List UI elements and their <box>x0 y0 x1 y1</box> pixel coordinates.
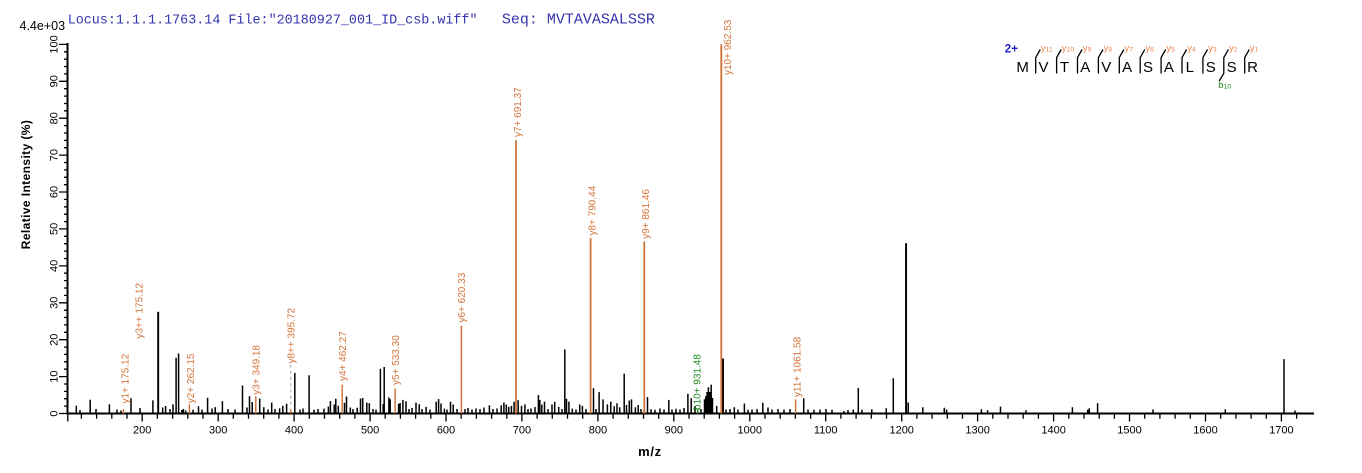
svg-text:y4+ 462.27: y4+ 462.27 <box>338 331 349 381</box>
svg-text:b10+ 931.48: b10+ 931.48 <box>692 354 703 410</box>
svg-text:y3+ 349.18: y3+ 349.18 <box>252 344 263 394</box>
svg-text:L: L <box>1186 59 1194 76</box>
svg-text:m/z: m/z <box>638 444 662 459</box>
svg-text:20: 20 <box>48 334 60 346</box>
svg-text:300: 300 <box>209 425 227 437</box>
svg-text:y7: y7 <box>1125 43 1134 54</box>
svg-text:y8: y8 <box>1104 43 1113 54</box>
svg-text:y1: y1 <box>1250 43 1259 54</box>
svg-text:1300: 1300 <box>965 425 989 437</box>
svg-text:50: 50 <box>48 223 60 235</box>
svg-text:y5: y5 <box>1166 43 1175 54</box>
svg-text:1200: 1200 <box>889 425 913 437</box>
svg-text:800: 800 <box>589 425 607 437</box>
svg-text:4.4e+03: 4.4e+03 <box>20 19 66 33</box>
svg-text:y11+ 1061.58: y11+ 1061.58 <box>793 336 804 397</box>
svg-text:1700: 1700 <box>1269 425 1293 437</box>
svg-text:S: S <box>1227 59 1237 76</box>
svg-text:y6: y6 <box>1145 43 1154 54</box>
svg-text:30: 30 <box>48 297 60 309</box>
svg-text:70: 70 <box>48 149 60 161</box>
svg-text:S: S <box>1143 59 1153 76</box>
svg-text:y10: y10 <box>1062 43 1075 54</box>
svg-text:1600: 1600 <box>1193 425 1217 437</box>
svg-text:Seq: MVTAVASALSSR: Seq: MVTAVASALSSR <box>502 12 655 29</box>
svg-text:Locus:1.1.1.1763.14 File:"2018: Locus:1.1.1.1763.14 File:"20180927_001_I… <box>68 14 478 29</box>
svg-text:A: A <box>1122 59 1132 76</box>
svg-text:V: V <box>1038 59 1048 76</box>
svg-text:10: 10 <box>48 370 60 382</box>
svg-text:S: S <box>1206 59 1216 76</box>
svg-text:A: A <box>1080 59 1090 76</box>
svg-text:y9: y9 <box>1083 43 1092 54</box>
svg-text:60: 60 <box>48 186 60 198</box>
svg-text:40: 40 <box>48 260 60 272</box>
svg-text:1000: 1000 <box>738 425 762 437</box>
svg-text:600: 600 <box>437 425 455 437</box>
svg-text:100: 100 <box>48 35 60 53</box>
svg-text:200: 200 <box>133 425 151 437</box>
svg-text:V: V <box>1101 59 1111 76</box>
svg-text:M: M <box>1016 59 1029 76</box>
svg-text:y11: y11 <box>1041 43 1053 54</box>
svg-text:y2: y2 <box>1229 43 1238 54</box>
svg-text:R: R <box>1247 59 1258 76</box>
svg-text:2+: 2+ <box>1005 44 1018 56</box>
svg-text:y1+ 175.12: y1+ 175.12 <box>121 353 132 403</box>
svg-text:y7+ 691.37: y7+ 691.37 <box>513 87 524 137</box>
svg-text:80: 80 <box>48 112 60 124</box>
svg-text:y3++ 175.12: y3++ 175.12 <box>135 282 146 338</box>
svg-text:0: 0 <box>48 410 60 416</box>
svg-text:y8++ 395.72: y8++ 395.72 <box>286 307 297 363</box>
svg-text:500: 500 <box>361 425 379 437</box>
svg-text:T: T <box>1060 59 1069 76</box>
svg-text:1100: 1100 <box>814 425 838 437</box>
svg-text:Relative Intensity (%): Relative Intensity (%) <box>19 120 33 250</box>
svg-text:A: A <box>1164 59 1174 76</box>
svg-text:y8+ 790.44: y8+ 790.44 <box>587 185 598 235</box>
svg-text:1500: 1500 <box>1117 425 1141 437</box>
svg-text:1400: 1400 <box>1041 425 1065 437</box>
svg-text:y4: y4 <box>1187 43 1196 54</box>
svg-text:700: 700 <box>513 425 531 437</box>
svg-text:90: 90 <box>48 75 60 87</box>
svg-text:y10+ 962.53: y10+ 962.53 <box>723 19 734 75</box>
svg-text:y3: y3 <box>1208 43 1217 54</box>
svg-text:b10: b10 <box>1218 80 1231 91</box>
svg-text:900: 900 <box>665 425 683 437</box>
svg-text:y9+ 861.46: y9+ 861.46 <box>641 189 652 239</box>
svg-text:y2+ 262.15: y2+ 262.15 <box>186 353 197 403</box>
svg-text:400: 400 <box>285 425 303 437</box>
svg-text:y6+ 620.33: y6+ 620.33 <box>457 272 468 322</box>
svg-text:y5+ 533.30: y5+ 533.30 <box>391 335 402 385</box>
